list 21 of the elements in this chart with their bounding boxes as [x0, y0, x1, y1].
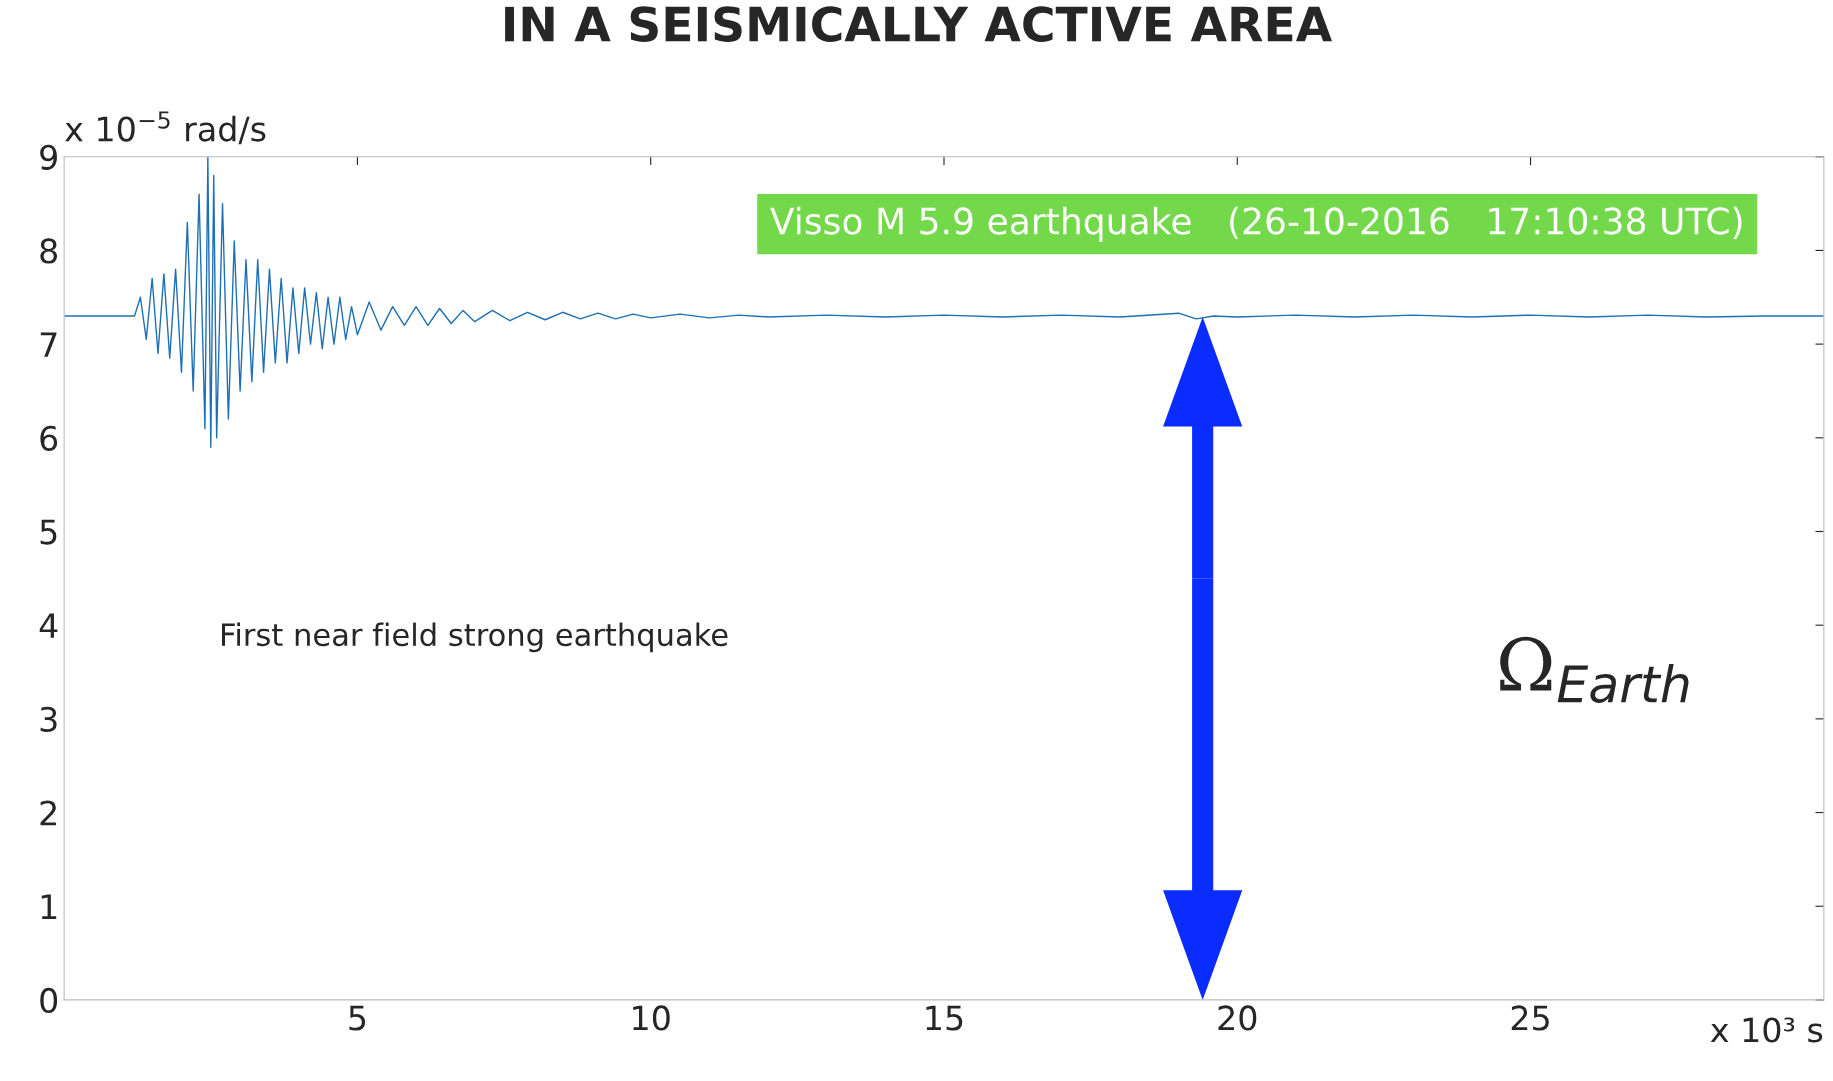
annotation: Visso M 5.9 earthquake (26-10-2016 17:10:38 UTC)	[770, 206, 1742, 242]
annotation: Ω$_{Earth}$	[1500, 636, 1689, 704]
y-tick-label: 3	[40, 706, 57, 732]
annotation: First near field strong earthquake	[222, 622, 728, 653]
y-tick-label: 1	[41, 894, 57, 919]
x-tick-label: 5	[349, 1005, 366, 1031]
x-tick-label: 25	[1511, 1005, 1549, 1031]
y-tick-label: 9	[40, 144, 57, 170]
y-tick-label: 7	[40, 332, 57, 357]
x-tick-label: 15	[926, 1005, 963, 1031]
y-tick-label: 8	[40, 238, 58, 264]
x-tick-label: 10	[633, 1005, 670, 1031]
y-tick-label: 2	[40, 800, 56, 826]
x-axis-title: x 10³ s	[1710, 1017, 1823, 1043]
y-tick-label: 0	[40, 987, 58, 1014]
y-tick-label: 4	[39, 613, 58, 638]
x-tick-label: 20	[1218, 1005, 1257, 1031]
y-tick-label: 6	[40, 425, 58, 451]
y-axis-title: x 10$^{−5}$ rad/s	[65, 111, 266, 145]
y-tick-label: 5	[40, 519, 57, 545]
chart-title: IN A SEISMICALLY ACTIVE AREA	[505, 6, 1333, 42]
